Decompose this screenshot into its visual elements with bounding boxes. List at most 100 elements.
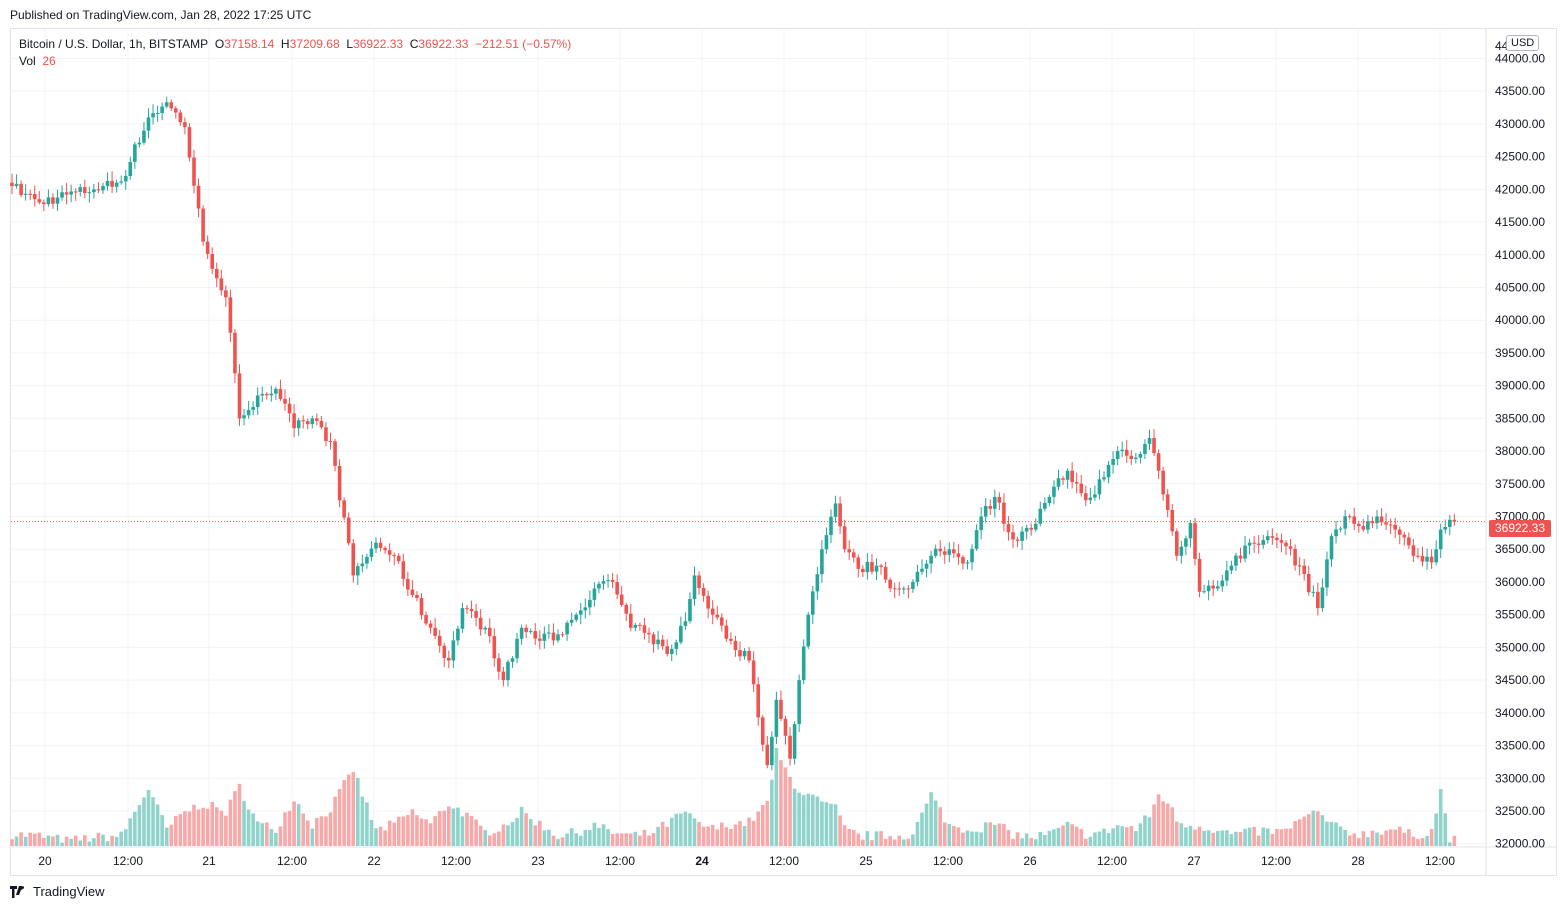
volume-bar [196,809,201,846]
volume-bar [701,826,706,846]
volume-bar [924,803,929,846]
volume-bar [410,809,415,846]
candle-body [78,187,83,192]
candle-body [487,627,492,637]
volume-bar [578,835,583,846]
candle-body [324,427,328,442]
volume-bar [1438,788,1443,846]
candle-body [642,625,647,633]
volume-bar [324,816,328,846]
volume-bar [665,826,669,846]
volume-bar [1225,830,1229,846]
time-tick-label: 12:00 [605,854,635,868]
candle-body [833,503,838,517]
volume-bar [1111,828,1115,846]
volume-bar [1316,811,1320,846]
volume-bar [233,791,237,846]
volume-bar [55,834,60,846]
volume-bar [847,828,851,846]
volume-bar [428,823,433,846]
candle-body [415,595,419,598]
candle-body [1106,464,1111,478]
candle-body [1334,529,1338,537]
legend-symbol[interactable]: Bitcoin / U.S. Dollar, 1h, BITSTAMP [19,37,209,51]
volume-bar [792,788,797,846]
volume-bar [242,800,246,846]
volume-bar [1015,832,1020,846]
chart-legend: Bitcoin / U.S. Dollar, 1h, BITSTAMP O371… [19,36,571,70]
candle-body [1347,516,1352,518]
candle-body [811,591,815,615]
candle-body [706,595,710,609]
chart-frame[interactable] [10,28,1557,876]
candle-body [947,549,952,555]
candle-body [1220,580,1225,587]
volume-bar [888,836,892,846]
volume-bar [360,796,365,846]
volume-bar [710,824,715,846]
candle-body [624,604,629,614]
candle-body [1238,555,1243,559]
volume-bar [897,835,902,846]
price-tick-label: 33000.00 [1495,771,1545,785]
volume-bar [1170,807,1175,846]
candle-body [533,631,538,639]
volume-bar [724,827,729,846]
candle-body [497,658,501,672]
candle-body [123,176,128,182]
legend-vol-label[interactable]: Vol [19,54,36,68]
volume-bar [260,823,265,846]
volume-bar [1229,834,1234,846]
volume-bar [692,818,697,846]
candle-body [246,409,251,416]
candle-body [237,373,242,419]
volume-bar [861,839,865,846]
volume-bar [542,830,547,846]
candle-body [456,628,460,641]
volume-bar [547,829,551,846]
footer-brand[interactable]: TradingView [10,884,105,899]
candle-body [406,578,410,590]
volume-bar [1106,833,1111,846]
time-tick-label: 12:00 [933,854,963,868]
candle-body [1084,493,1088,501]
price-tick-label: 32500.00 [1495,804,1545,818]
candle-body [883,566,888,580]
candle-body [1088,497,1093,501]
candle-body [902,588,906,590]
volume-bar [447,806,451,846]
volume-bar [1056,827,1061,846]
candle-body [510,658,515,662]
volume-bar [1047,830,1052,846]
volume-bar [988,822,993,846]
candle-body [87,192,92,194]
candle-body [428,623,433,628]
candle-body [342,500,346,518]
candle-body [1316,591,1320,609]
volume-bar [770,779,774,846]
candle-body [838,503,842,527]
candle-body [1056,478,1061,487]
volume-bar [565,833,569,846]
candle-body [1043,502,1047,509]
volume-bar [879,831,883,846]
volume-bar [28,832,32,846]
volume-bar [1179,823,1184,846]
volume-bar [1084,838,1088,846]
volume-bar [1306,814,1311,846]
candle-body [865,561,870,573]
volume-bar [114,836,119,846]
candle-body [597,583,601,589]
candle-body [952,549,956,554]
volume-bar [1270,833,1275,846]
currency-badge[interactable]: USD [1506,35,1540,51]
volume-bar [660,821,665,846]
candle-body [1165,494,1170,510]
candle-body [474,611,478,618]
candle-body [760,717,765,745]
candle-body [710,608,715,615]
volume-bar [774,747,779,846]
volume-bar [688,813,692,846]
candle-body [920,568,924,572]
